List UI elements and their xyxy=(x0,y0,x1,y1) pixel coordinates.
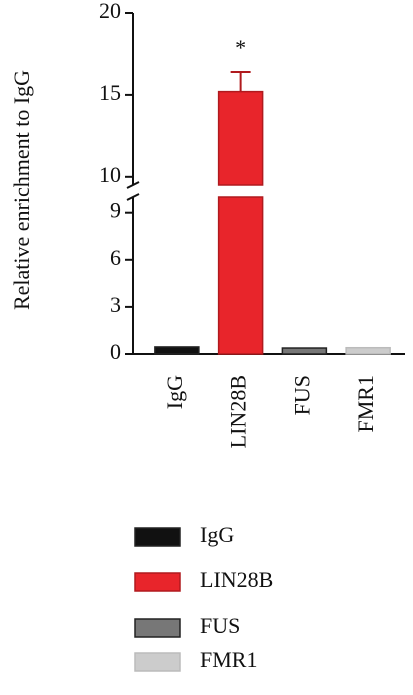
legend-label: FUS xyxy=(200,613,240,638)
y-tick-label: 6 xyxy=(110,245,121,270)
axis-break xyxy=(126,193,140,201)
y-tick-label: 15 xyxy=(99,80,121,105)
axis-break xyxy=(126,181,140,189)
y-tick-label: 0 xyxy=(110,339,121,364)
bar xyxy=(154,346,200,355)
legend-label: LIN28B xyxy=(200,567,273,592)
legend-label: IgG xyxy=(200,522,234,547)
x-tick-label: LIN28B xyxy=(226,375,251,448)
x-tick-label: IgG xyxy=(162,375,187,409)
y-tick-label: 20 xyxy=(99,0,121,23)
x-tick-label: FMR1 xyxy=(353,375,378,432)
bar xyxy=(281,347,328,355)
legend-swatch xyxy=(134,652,181,672)
bar xyxy=(217,90,264,186)
y-tick-label: 10 xyxy=(99,162,121,187)
bar xyxy=(345,346,391,355)
y-axis-label: Relative enrichment to IgG xyxy=(9,70,34,310)
y-tick-label: 3 xyxy=(110,292,121,317)
x-tick-label: FUS xyxy=(289,375,314,415)
annotation: * xyxy=(235,35,246,60)
legend-label: FMR1 xyxy=(200,647,257,672)
y-tick-label: 9 xyxy=(110,198,121,223)
legend-swatch xyxy=(134,527,181,547)
legend-swatch xyxy=(134,618,181,638)
bar xyxy=(217,196,264,355)
legend-swatch xyxy=(134,572,181,592)
